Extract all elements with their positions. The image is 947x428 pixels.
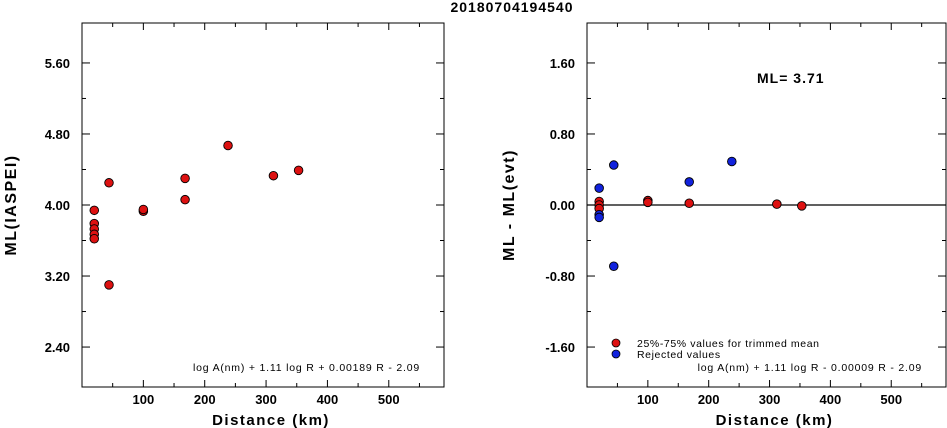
data-point	[797, 201, 807, 211]
data-point	[643, 197, 653, 208]
x-tick-label: 400	[820, 392, 842, 407]
data-point	[609, 160, 619, 170]
x-tick-label: 100	[637, 392, 659, 407]
y-tick-label: 4.80	[45, 127, 70, 142]
y-tick-label: 0.80	[550, 127, 575, 142]
legend-marker	[611, 338, 621, 348]
legend-label: Rejected values	[637, 349, 721, 361]
y-axis-label: ML(IASPEI)	[3, 154, 20, 255]
data-point	[104, 280, 114, 290]
data-point	[594, 212, 604, 223]
y-axis-label: ML - ML(evt)	[501, 149, 518, 261]
data-point	[684, 177, 694, 187]
x-tick-label: 400	[317, 392, 339, 407]
data-point	[727, 156, 737, 167]
x-axis-label: Distance (km)	[212, 412, 330, 428]
y-tick-label: 5.60	[45, 56, 70, 71]
data-point	[180, 173, 190, 184]
right-panel: 100 200 300 400 500 -1.60 -0.80 0.00 0.80 1.60 Dis…	[501, 22, 947, 428]
figure-title: 20180704194540	[450, 0, 573, 15]
x-tick-label: 500	[378, 392, 400, 407]
plot-frame	[81, 22, 445, 388]
x-tick-label: 200	[698, 392, 720, 407]
data-point	[594, 183, 604, 193]
x-axis-label: Distance (km)	[716, 412, 834, 428]
x-tick-label: 200	[194, 392, 216, 407]
x-tick-label: 100	[133, 392, 155, 407]
y-tick-label: 2.40	[45, 340, 70, 355]
data-point	[684, 198, 694, 208]
data-point	[180, 194, 190, 205]
left-panel: 100 200 300 400 500 2.40 3.20 4.00 4.80 5.60 Dista…	[3, 22, 445, 428]
legend-marker	[611, 349, 621, 359]
y-tick-label: 3.20	[45, 269, 70, 284]
x-tick-label: 300	[759, 392, 781, 407]
data-point	[609, 261, 619, 272]
y-tick-label: 4.00	[45, 198, 70, 213]
data-point	[223, 140, 233, 151]
y-tick-label: -0.80	[545, 269, 575, 284]
data-point	[104, 178, 114, 188]
ml-annotation: ML= 3.71	[757, 70, 825, 86]
x-tick-label: 500	[880, 392, 902, 407]
formula-text: log A(nm) + 1.11 log R - 0.00009 R - 2.0…	[698, 362, 922, 374]
x-tick-label: 300	[255, 392, 277, 407]
data-point	[138, 204, 149, 215]
legend-label: 25%-75% values for trimmed mean	[637, 338, 820, 350]
data-point	[268, 170, 279, 181]
data-point	[293, 165, 304, 176]
y-tick-label: 1.60	[550, 56, 575, 71]
y-tick-label: -1.60	[545, 340, 575, 355]
y-tick-label: 0.00	[550, 198, 575, 213]
formula-text: log A(nm) + 1.11 log R + 0.00189 R - 2.0…	[193, 362, 420, 374]
data-point	[89, 205, 100, 216]
data-point	[772, 199, 782, 209]
data-point	[89, 233, 100, 244]
